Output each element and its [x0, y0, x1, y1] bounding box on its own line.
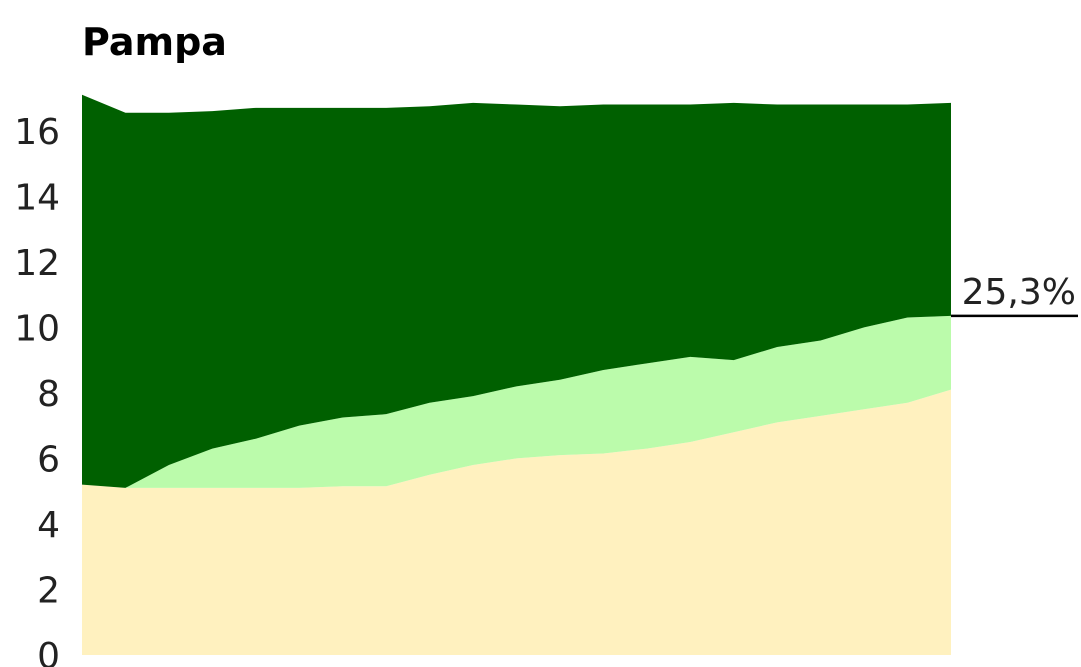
- area-layers: [82, 94, 951, 655]
- y-tick-label: 14: [14, 177, 60, 218]
- area-series-3: [82, 94, 951, 488]
- y-tick-label: 0: [37, 636, 60, 667]
- annotation-group: 25,3%: [951, 272, 1078, 318]
- chart-title: Pampa: [82, 20, 227, 64]
- y-tick-label: 8: [37, 374, 60, 415]
- y-tick-label: 4: [37, 505, 60, 546]
- area-series-1: [82, 389, 951, 655]
- y-tick-label: 10: [14, 308, 60, 349]
- y-tick-label: 2: [37, 570, 60, 611]
- y-tick-label: 12: [14, 243, 60, 284]
- area-series-2: [82, 315, 951, 488]
- annotation-label: 25,3%: [962, 272, 1076, 313]
- y-tick-label: 6: [37, 439, 60, 480]
- y-axis: 0 2 4 6 8 10 12 14 16: [14, 112, 60, 667]
- y-tick-label: 16: [14, 112, 60, 153]
